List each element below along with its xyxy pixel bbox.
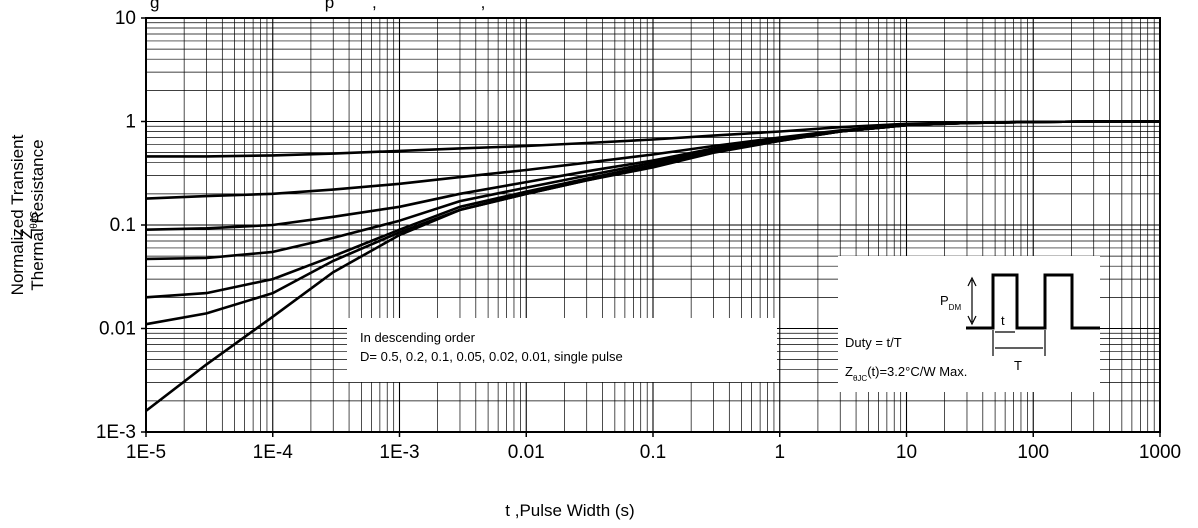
x-tick-label: 0.1 (640, 442, 666, 463)
y-tick-label: 1E-3 (96, 422, 136, 443)
duty-box (838, 256, 1100, 392)
order-note-line1: In descending order (360, 330, 476, 345)
page-title-partial: g p , , (150, 0, 485, 12)
x-tick-label: 0.01 (508, 442, 545, 463)
x-tick-label: 1E-3 (379, 442, 419, 463)
y-axis-label: ZθJC (17, 211, 40, 239)
z-max-label: ZθJC(t)=3.2°C/W Max. (845, 364, 967, 383)
y-axis-label-line1: Normalized Transient (8, 134, 27, 295)
y-tick-label: 1 (125, 112, 136, 133)
y-tick-label: 0.01 (99, 319, 136, 340)
pdm-label: PDM (940, 293, 961, 312)
y-tick-label: 0.1 (110, 215, 136, 236)
duty-label: Duty = t/T (845, 335, 902, 350)
x-tick-label: 1 (774, 442, 785, 463)
tick-group: 1E-5 1E-4 1E-3 0.01 0.1 1 10 100 1000 1E-3 0.01 0.1… (96, 8, 1181, 463)
t-small-label: t (1001, 313, 1005, 328)
t-big-label: T (1014, 358, 1022, 373)
x-tick-label: 1000 (1139, 442, 1181, 463)
x-tick-label: 1E-4 (253, 442, 294, 463)
order-note-line2: D= 0.5, 0.2, 0.1, 0.05, 0.02, 0.01, sing… (360, 349, 623, 364)
y-axis-label-line2: Thermal Resistance (28, 139, 47, 290)
x-axis-label: t ,Pulse Width (s) (505, 501, 634, 520)
x-tick-label: 1E-5 (126, 442, 166, 463)
pulse-waveform (966, 273, 1100, 330)
y-tick-label: 10 (115, 8, 136, 29)
pulse-diagram (966, 273, 1100, 356)
y-axis-symbol: Z (17, 229, 36, 239)
svg-text:ZθJC: ZθJC (17, 211, 40, 239)
x-tick-label: 100 (1017, 442, 1049, 463)
pdm-arrowheads (967, 276, 977, 326)
y-axis-subscript: θJC (29, 211, 40, 229)
x-tick-label: 10 (896, 442, 917, 463)
series-line-7 (145, 120, 1160, 412)
order-note-box (347, 318, 777, 382)
series-group (145, 120, 1160, 412)
